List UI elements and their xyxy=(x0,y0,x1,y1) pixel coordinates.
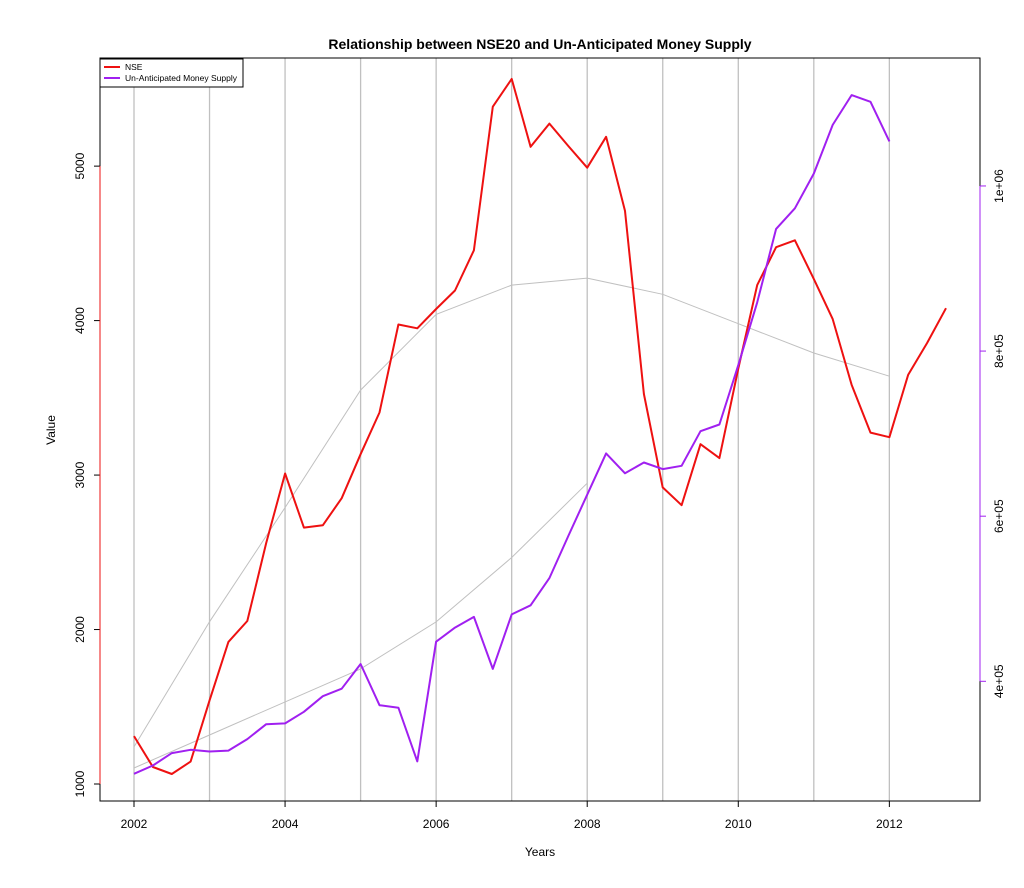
legend: NSE Un-Anticipated Money Supply xyxy=(99,58,244,88)
x-tick-label: 2010 xyxy=(725,817,752,831)
legend-label-money-supply: Un-Anticipated Money Supply xyxy=(125,73,238,83)
x-tick-label: 2012 xyxy=(876,817,903,831)
legend-box xyxy=(99,58,244,88)
x-axis: 2002 2004 2006 2008 2010 2012 xyxy=(121,801,903,831)
x-tick-label: 2002 xyxy=(121,817,148,831)
y-axis-label: Value xyxy=(44,415,58,445)
y-left-axis: 1000 2000 3000 4000 5000 xyxy=(73,152,101,797)
y-left-tick-label: 5000 xyxy=(73,152,87,179)
x-tick-label: 2004 xyxy=(272,817,299,831)
trend-curves xyxy=(133,277,890,769)
y-left-tick-label: 3000 xyxy=(73,461,87,488)
y-right-tick-label: 1e+06 xyxy=(992,169,1006,203)
grid-lines xyxy=(133,58,891,801)
money-supply-line xyxy=(133,94,891,775)
chart-title: Relationship between NSE20 and Un-Antici… xyxy=(328,36,751,52)
series-lines xyxy=(133,77,947,775)
y-left-tick-label: 2000 xyxy=(73,616,87,643)
y-right-tick-label: 4e+05 xyxy=(992,664,1006,698)
x-axis-label: Years xyxy=(525,845,555,859)
x-tick-label: 2006 xyxy=(423,817,450,831)
y-right-tick-label: 6e+05 xyxy=(992,499,1006,533)
y-right-tick-label: 8e+05 xyxy=(992,334,1006,368)
legend-label-nse: NSE xyxy=(125,62,143,72)
y-right-axis: 4e+05 6e+05 8e+05 1e+06 xyxy=(979,169,1006,698)
y-left-tick-label: 1000 xyxy=(73,770,87,797)
y-left-tick-label: 4000 xyxy=(73,307,87,334)
x-tick-label: 2008 xyxy=(574,817,601,831)
trend-curve xyxy=(133,277,890,748)
nse-line xyxy=(133,77,947,775)
plot-frame xyxy=(99,57,981,802)
trend-curve xyxy=(133,482,588,769)
